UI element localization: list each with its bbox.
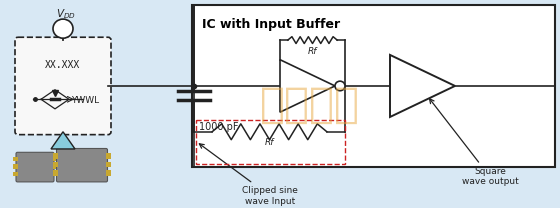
Bar	[106, 162, 111, 167]
Bar	[12, 164, 17, 169]
Bar	[53, 170, 58, 176]
Text: Rf: Rf	[265, 139, 274, 147]
Text: 亿金电子: 亿金电子	[260, 84, 360, 126]
Text: $V_{DD}$: $V_{DD}$	[56, 8, 76, 21]
Bar	[53, 162, 58, 167]
Polygon shape	[51, 132, 75, 149]
FancyBboxPatch shape	[15, 37, 111, 135]
Polygon shape	[280, 60, 335, 112]
Text: XX.XXX: XX.XXX	[45, 60, 81, 70]
FancyBboxPatch shape	[57, 149, 108, 182]
Text: IC with Input Buffer: IC with Input Buffer	[202, 18, 340, 31]
Text: Clipped sine
wave Input: Clipped sine wave Input	[199, 144, 298, 206]
Bar	[106, 153, 111, 159]
Bar	[12, 172, 17, 176]
Bar	[53, 157, 58, 161]
Bar	[106, 170, 111, 176]
Text: Rf: Rf	[308, 47, 317, 56]
Circle shape	[335, 81, 345, 91]
Circle shape	[53, 19, 73, 38]
Bar	[12, 157, 17, 161]
Polygon shape	[390, 55, 455, 117]
FancyBboxPatch shape	[192, 5, 555, 167]
Text: Square
wave output: Square wave output	[430, 99, 519, 187]
Bar	[53, 172, 58, 176]
Bar	[53, 153, 58, 159]
Bar	[196, 120, 345, 164]
Text: YWWL: YWWL	[71, 96, 99, 105]
FancyBboxPatch shape	[16, 152, 54, 182]
Text: 1000 pF: 1000 pF	[199, 122, 239, 132]
Bar	[53, 164, 58, 169]
